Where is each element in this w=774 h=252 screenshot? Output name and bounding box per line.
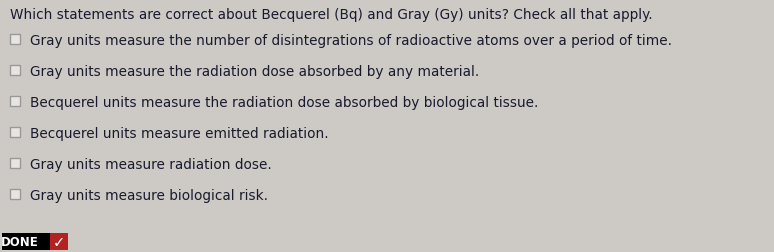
Text: Gray units measure biological risk.: Gray units measure biological risk. xyxy=(30,188,268,202)
FancyBboxPatch shape xyxy=(10,66,20,76)
FancyBboxPatch shape xyxy=(10,128,20,137)
FancyBboxPatch shape xyxy=(2,233,50,250)
Text: Which statements are correct about Becquerel (Bq) and Gray (Gy) units? Check all: Which statements are correct about Becqu… xyxy=(10,8,652,22)
FancyBboxPatch shape xyxy=(10,158,20,168)
Text: Becquerel units measure the radiation dose absorbed by biological tissue.: Becquerel units measure the radiation do… xyxy=(30,96,539,110)
FancyBboxPatch shape xyxy=(10,97,20,107)
Text: DONE: DONE xyxy=(2,235,39,248)
FancyBboxPatch shape xyxy=(10,189,20,199)
FancyBboxPatch shape xyxy=(50,233,68,250)
Text: Gray units measure radiation dose.: Gray units measure radiation dose. xyxy=(30,158,272,171)
Text: Gray units measure the number of disintegrations of radioactive atoms over a per: Gray units measure the number of disinte… xyxy=(30,34,672,48)
Text: ✓: ✓ xyxy=(53,234,65,249)
FancyBboxPatch shape xyxy=(10,35,20,45)
Text: Gray units measure the radiation dose absorbed by any material.: Gray units measure the radiation dose ab… xyxy=(30,65,479,79)
Text: Becquerel units measure emitted radiation.: Becquerel units measure emitted radiatio… xyxy=(30,127,329,140)
